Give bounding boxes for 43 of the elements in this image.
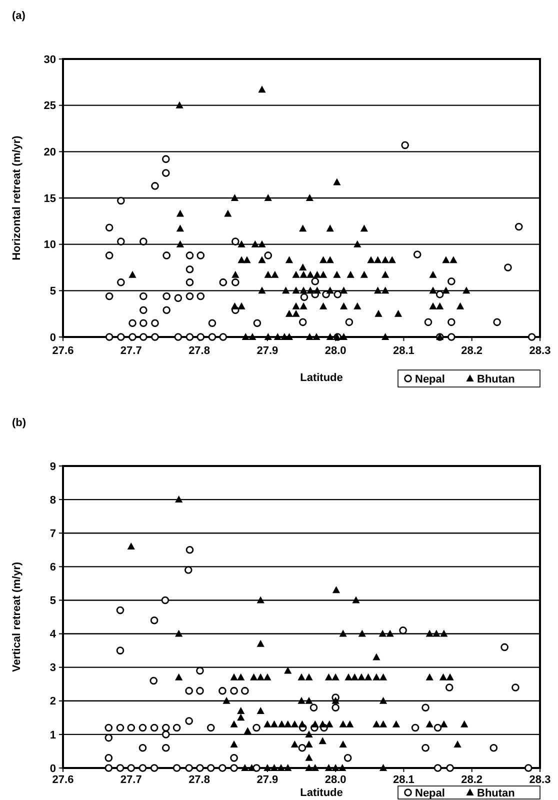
y-tick-label: 7	[50, 528, 56, 540]
y-tick-label: 3	[50, 662, 56, 674]
x-tick-label: 27.7	[120, 345, 142, 357]
x-tick-label: 27.9	[256, 345, 278, 357]
x-axis-title: Latitude	[300, 372, 343, 384]
y-tick-label: 4	[50, 628, 57, 641]
y-axis-title: Vertical retreat (m/yr)	[11, 562, 23, 672]
y-tick-label: 30	[44, 54, 56, 66]
x-tick-label: 27.6	[52, 345, 74, 357]
y-tick-label: 10	[44, 239, 56, 252]
x-tick-label: 27.6	[52, 774, 74, 786]
x-tick-label: 28.3	[529, 774, 551, 786]
chart-title: (b)	[12, 417, 26, 429]
x-tick-label: 27.7	[120, 774, 142, 786]
x-tick-label: 27.9	[256, 774, 278, 786]
x-tick-label: 28.0	[324, 774, 346, 786]
y-tick-label: 15	[44, 192, 56, 205]
legend-label: Nepal	[415, 373, 445, 386]
y-tick-label: 6	[50, 562, 56, 574]
y-tick-label: 0	[50, 762, 56, 775]
y-tick-label: 8	[50, 494, 56, 506]
y-tick-label: 5	[50, 286, 56, 298]
x-tick-label: 28.2	[461, 774, 483, 786]
chart-title: (a)	[12, 10, 26, 22]
legend-label: Bhutan	[477, 787, 516, 800]
y-tick-label: 9	[50, 460, 56, 473]
y-tick-label: 5	[50, 595, 56, 608]
y-tick-label: 20	[44, 146, 56, 159]
x-tick-label: 28.1	[393, 774, 414, 786]
x-tick-label: 27.8	[188, 345, 210, 357]
y-tick-label: 0	[50, 332, 56, 344]
legend-label: Bhutan	[477, 373, 516, 386]
x-tick-label: 27.8	[188, 774, 210, 786]
x-tick-label: 28.1	[393, 345, 414, 357]
x-tick-label: 28.3	[529, 345, 551, 357]
x-tick-label: 28.0	[324, 345, 346, 357]
legend-label: Nepal	[415, 787, 445, 800]
y-axis-title: Horizontal retreat (m/yr)	[11, 135, 23, 260]
x-axis-title: Latitude	[300, 787, 343, 799]
x-tick-label: 28.2	[461, 345, 483, 357]
y-tick-label: 1	[50, 729, 56, 742]
y-tick-label: 25	[44, 100, 56, 112]
y-tick-label: 2	[50, 696, 56, 708]
